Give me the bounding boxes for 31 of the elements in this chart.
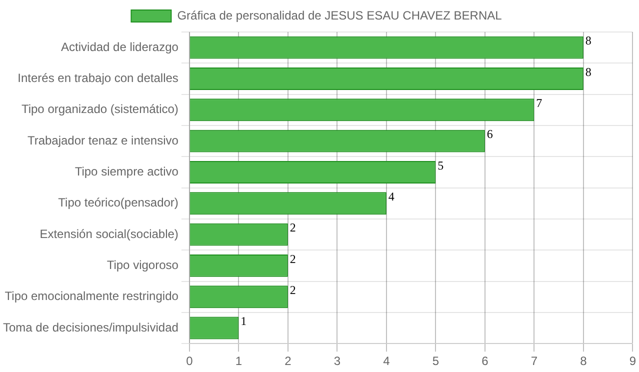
y-tick-label: Tipo vigoroso [106,258,179,272]
x-tick-label: 4 [383,354,390,368]
x-tick-label: 2 [284,354,292,368]
y-tick-label: Tipo siempre activo [74,164,179,179]
y-tick-label: Actividad de liderazgo [61,40,179,54]
legend-label: Gráfica de personalidad de JESUS ESAU CHAVEZ BERNAL [177,8,502,22]
data-label: 7 [536,96,542,110]
x-tick-label: 9 [629,354,636,368]
data-label: 2 [290,283,296,298]
x-tick-label: 6 [482,354,489,368]
x-tick-label: 5 [432,354,440,368]
y-tick-label: Tipo emocionalmente restringido [4,289,179,304]
data-label: 2 [290,252,296,266]
y-tick-label: Trabajador tenaz e intensivo [27,133,179,148]
x-tick-label: 1 [235,354,242,368]
data-label: 8 [585,34,592,48]
data-label: 1 [240,314,247,328]
y-tick-label: Extensión social(sociable) [40,226,178,241]
data-label: 8 [585,64,592,79]
data-label: 4 [388,190,394,204]
data-label: 6 [486,127,493,142]
y-tick-label: Tipo organizado (sistemático) [21,102,178,116]
x-tick-label: 8 [580,354,588,368]
data-label: 5 [438,158,444,172]
y-tick-label: Interés en trabajo con detalles [18,71,178,86]
x-tick-label: 7 [530,354,538,368]
x-tick-label: 0 [186,354,194,368]
x-tick-label: 3 [334,354,341,368]
data-label: 2 [290,220,296,235]
y-tick-label: Tipo teórico(pensador) [58,196,178,210]
y-tick-label: Toma de decisiones/impulsividad [2,320,178,334]
